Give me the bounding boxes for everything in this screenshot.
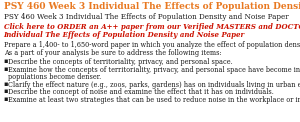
Text: ▪: ▪ bbox=[4, 58, 8, 64]
Text: Examine how the concepts of territoriality, privacy, and personal space have bec: Examine how the concepts of territoriali… bbox=[8, 66, 300, 74]
Text: Describe the concepts of territoriality, privacy, and personal space.: Describe the concepts of territoriality,… bbox=[8, 58, 232, 66]
Text: populations become denser.: populations become denser. bbox=[8, 73, 101, 81]
Text: Individual The Effects of Population Density and Noise Paper: Individual The Effects of Population Den… bbox=[4, 31, 245, 39]
Text: Click here to ORDER an A++ paper from our Verified MASTERS and DOCTORATE WRITERS: Click here to ORDER an A++ paper from ou… bbox=[4, 23, 300, 31]
Text: ▪: ▪ bbox=[4, 88, 8, 94]
Text: ▪: ▪ bbox=[4, 81, 8, 87]
Text: PSY 460 Week 3 Individual The Effects of Population Density and Noise Paper: PSY 460 Week 3 Individual The Effects of… bbox=[4, 2, 300, 11]
Text: Describe the concept of noise and examine the effect that it has on individuals.: Describe the concept of noise and examin… bbox=[8, 88, 273, 96]
Text: Prepare a 1,400- to 1,650-word paper in which you analyze the effect of populati: Prepare a 1,400- to 1,650-word paper in … bbox=[4, 41, 300, 49]
Text: As a part of your analysis be sure to address the following items:: As a part of your analysis be sure to ad… bbox=[4, 49, 221, 57]
Text: Examine at least two strategies that can be used to reduce noise in the workplac: Examine at least two strategies that can… bbox=[8, 96, 300, 104]
Text: PSY 460 Week 3 Individual The Effects of Population Density and Noise Paper: PSY 460 Week 3 Individual The Effects of… bbox=[4, 13, 288, 21]
Text: ▪: ▪ bbox=[4, 66, 8, 72]
Text: Clarify the effect nature (e.g., zoos, parks, gardens) has on individuals living: Clarify the effect nature (e.g., zoos, p… bbox=[8, 81, 300, 89]
Text: ▪: ▪ bbox=[4, 96, 8, 102]
